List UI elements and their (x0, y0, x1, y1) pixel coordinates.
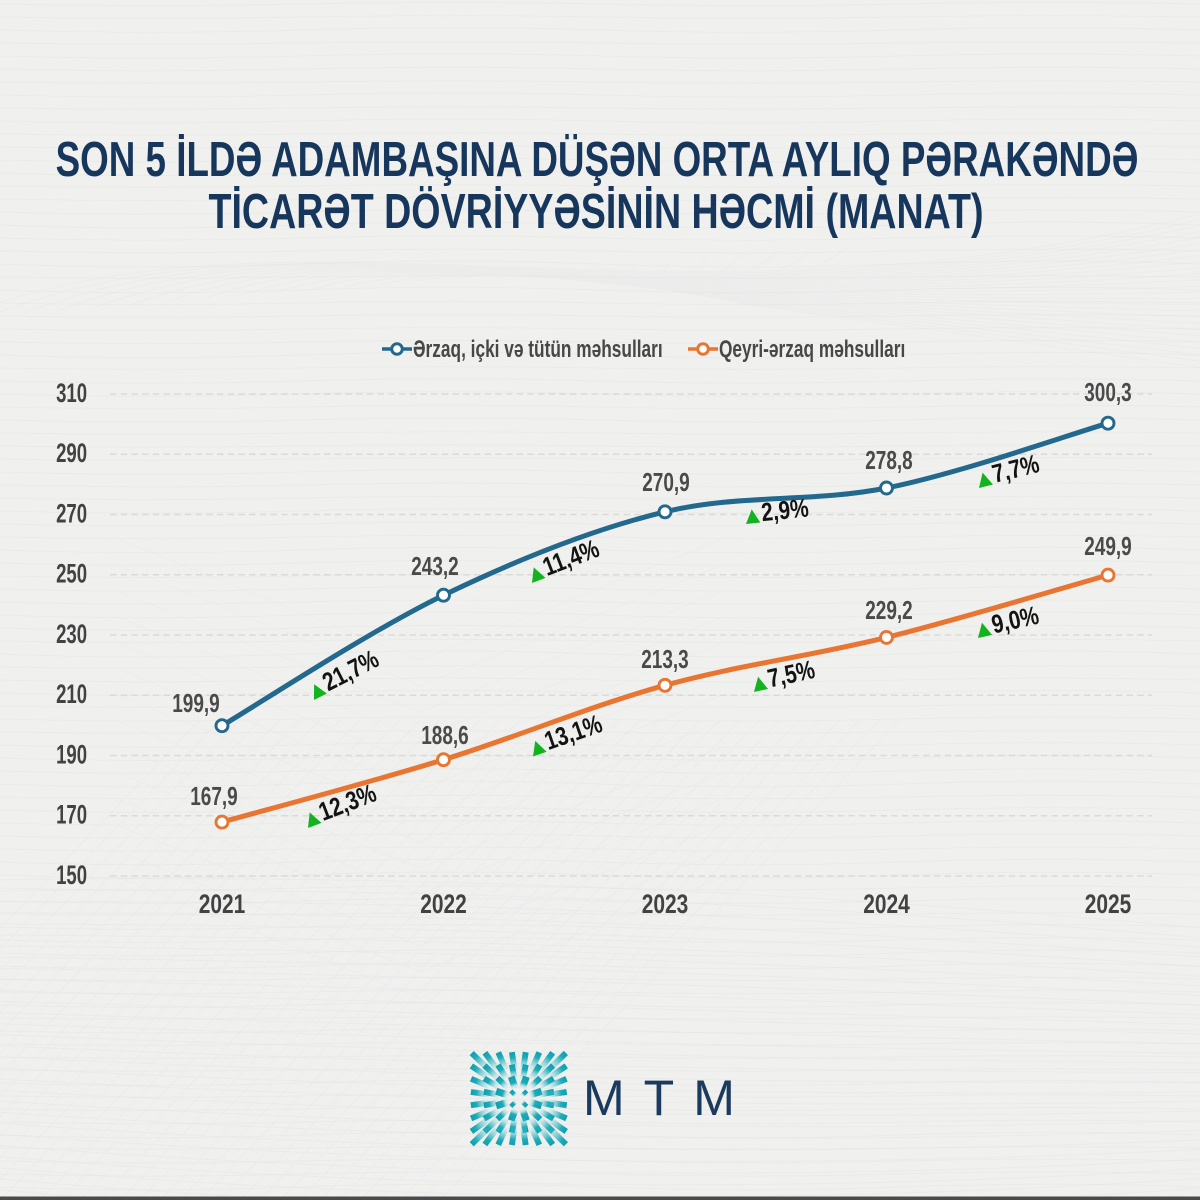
svg-text:249,9: 249,9 (1084, 531, 1131, 561)
svg-text:278,8: 278,8 (865, 445, 912, 475)
svg-text:213,3: 213,3 (641, 644, 688, 674)
svg-text:229,2: 229,2 (865, 595, 912, 625)
svg-text:167,9: 167,9 (190, 781, 237, 811)
svg-text:199,9: 199,9 (172, 688, 219, 718)
svg-text:230: 230 (56, 618, 87, 648)
svg-text:270: 270 (56, 498, 87, 528)
svg-text:210: 210 (56, 679, 87, 709)
svg-text:Ərzaq, içki və tütün məhsullar: Ərzaq, içki və tütün məhsulları (413, 336, 663, 362)
svg-text:190: 190 (56, 739, 87, 769)
svg-text:300,3: 300,3 (1084, 377, 1131, 407)
svg-text:MTM: MTM (583, 1070, 754, 1126)
svg-text:290: 290 (56, 438, 87, 468)
svg-text:2024: 2024 (863, 890, 910, 920)
svg-text:310: 310 (56, 377, 87, 407)
svg-text:2025: 2025 (1085, 890, 1132, 920)
svg-text:188,6: 188,6 (421, 720, 468, 750)
svg-text:Qeyri-ərzaq məhsulları: Qeyri-ərzaq məhsulları (719, 336, 905, 362)
svg-text:243,2: 243,2 (411, 551, 458, 581)
svg-text:SON 5 İLDƏ ADAMBAŞINA DÜŞƏN OR: SON 5 İLDƏ ADAMBAŞINA DÜŞƏN ORTA AYLIQ P… (56, 133, 1139, 187)
svg-text:150: 150 (56, 859, 87, 889)
svg-text:2,9%: 2,9% (760, 493, 810, 527)
svg-text:250: 250 (56, 558, 87, 588)
svg-text:2021: 2021 (199, 890, 246, 920)
svg-text:270,9: 270,9 (642, 467, 689, 497)
svg-text:2022: 2022 (420, 890, 467, 920)
svg-text:170: 170 (56, 799, 87, 829)
svg-text:TİCARƏT DÖVRİYYƏSİNİN HƏCMİ (M: TİCARƏT DÖVRİYYƏSİNİN HƏCMİ (MANAT) (208, 184, 983, 239)
svg-text:2023: 2023 (642, 890, 689, 920)
